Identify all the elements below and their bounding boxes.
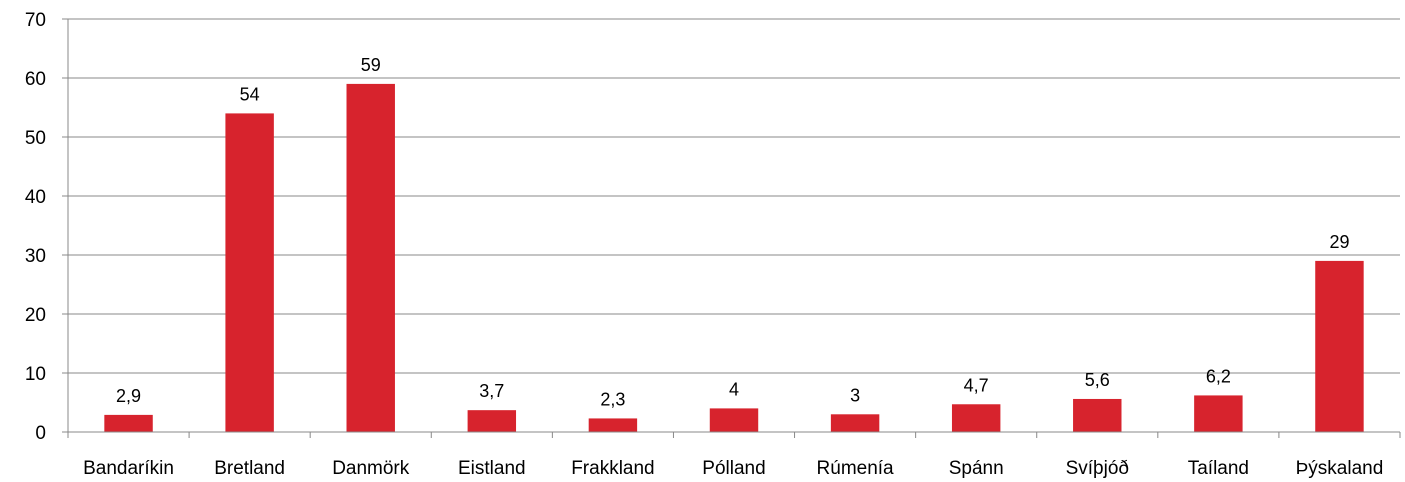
data-label: 2,9 <box>116 386 141 406</box>
bar <box>1194 395 1243 432</box>
bar <box>951 404 1001 432</box>
y-tick-label: 60 <box>25 69 46 90</box>
x-tick-label: Danmörk <box>332 458 410 479</box>
bars: 2,9 54 59 3,7 2,3 4 3 4,7 5,6 6,2 29 <box>104 55 1364 433</box>
bar <box>346 83 395 433</box>
x-tick-label: Taíland <box>1188 458 1249 479</box>
data-label: 3 <box>850 385 860 405</box>
bar <box>709 408 759 432</box>
x-tick-label: Spánn <box>949 458 1004 479</box>
y-tick-label: 40 <box>25 187 46 208</box>
data-label: 54 <box>240 84 260 104</box>
data-label: 2,3 <box>600 389 625 409</box>
data-label: 3,7 <box>479 381 504 401</box>
x-tick-label: Eistland <box>458 458 526 479</box>
bar <box>104 414 153 432</box>
data-label: 6,2 <box>1206 366 1231 386</box>
data-label: 4,7 <box>964 375 989 395</box>
data-label: 4 <box>729 379 739 399</box>
y-tick-label: 30 <box>25 246 46 267</box>
data-label: 29 <box>1329 232 1349 252</box>
x-tick-label: Rúmenía <box>817 458 895 479</box>
y-axis: 0 10 20 30 40 50 60 70 <box>25 10 69 444</box>
data-label: 5,6 <box>1085 370 1110 390</box>
x-tick-label: Pólland <box>702 458 765 479</box>
x-axis: Bandaríkin Bretland Danmörk Eistland Frakkla… <box>67 431 1401 479</box>
bar <box>225 113 274 433</box>
y-tick-label: 20 <box>25 305 46 326</box>
gridlines <box>68 18 1400 374</box>
y-tick-label: 10 <box>25 364 46 385</box>
bar <box>467 410 517 432</box>
x-tick-label: Frakkland <box>571 458 654 479</box>
bar <box>1315 260 1364 432</box>
y-tick-label: 0 <box>35 423 46 444</box>
bar <box>1073 398 1122 432</box>
x-tick-label: Þýskaland <box>1296 458 1384 479</box>
bar <box>830 414 880 432</box>
data-label: 59 <box>361 55 381 75</box>
y-tick-label: 50 <box>25 128 46 149</box>
bar <box>588 418 638 432</box>
x-tick-label: Bandaríkin <box>83 458 174 479</box>
y-tick-label: 70 <box>25 10 46 31</box>
x-tick-label: Svíþjóð <box>1066 458 1129 479</box>
x-tick-label: Bretland <box>214 458 285 479</box>
